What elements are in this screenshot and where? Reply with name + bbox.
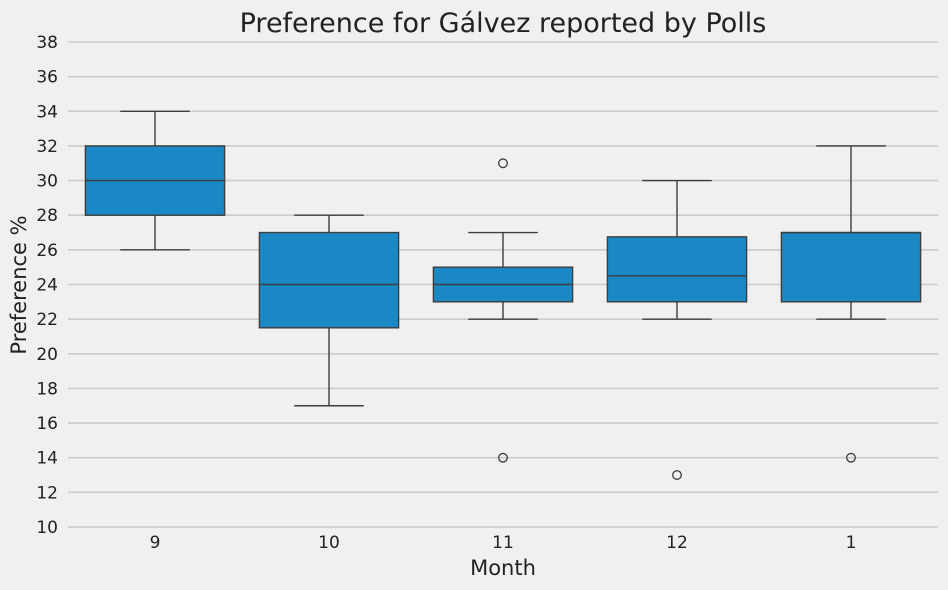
y-tick-labels: 10 12 14 16 18 20 22 24 26 28 30 32 34 36 38 bbox=[36, 33, 58, 538]
x-tick-label: 10 bbox=[318, 533, 340, 553]
box bbox=[258, 231, 400, 329]
box-group bbox=[432, 158, 574, 463]
y-tick-label: 26 bbox=[36, 241, 58, 261]
x-tick-label: 12 bbox=[666, 533, 688, 553]
y-tick-label: 14 bbox=[36, 449, 58, 469]
y-tick-label: 32 bbox=[36, 137, 58, 157]
y-tick-label: 34 bbox=[36, 102, 58, 122]
y-tick-label: 28 bbox=[36, 206, 58, 226]
y-tick-label: 18 bbox=[36, 379, 58, 399]
y-tick-label: 24 bbox=[36, 276, 58, 296]
y-tick-label: 30 bbox=[36, 172, 58, 192]
box bbox=[780, 231, 922, 303]
y-tick-label: 16 bbox=[36, 414, 58, 434]
y-tick-label: 36 bbox=[36, 68, 58, 88]
x-tick-label: 11 bbox=[492, 533, 514, 553]
x-tick-label: 9 bbox=[150, 533, 161, 553]
x-tick-labels: 9 10 11 12 1 bbox=[150, 533, 857, 553]
box-group bbox=[258, 214, 400, 407]
y-tick-label: 10 bbox=[36, 518, 58, 538]
box bbox=[606, 236, 748, 303]
x-axis-label: Month bbox=[470, 556, 536, 580]
y-tick-label: 12 bbox=[36, 483, 58, 503]
y-tick-label: 38 bbox=[36, 33, 58, 53]
boxes bbox=[84, 110, 922, 480]
box-group bbox=[780, 145, 922, 463]
box-group bbox=[84, 110, 226, 251]
outlier-point bbox=[498, 452, 508, 463]
y-tick-label: 22 bbox=[36, 310, 58, 330]
box-group bbox=[606, 179, 748, 480]
y-axis-label: Preference % bbox=[7, 215, 31, 354]
outlier-point bbox=[672, 470, 682, 480]
outlier-point bbox=[498, 158, 508, 169]
y-tick-label: 20 bbox=[36, 345, 58, 365]
chart-title: Preference for Gálvez reported by Polls bbox=[240, 8, 767, 39]
outlier-point bbox=[846, 452, 856, 463]
x-tick-label: 1 bbox=[846, 533, 857, 553]
